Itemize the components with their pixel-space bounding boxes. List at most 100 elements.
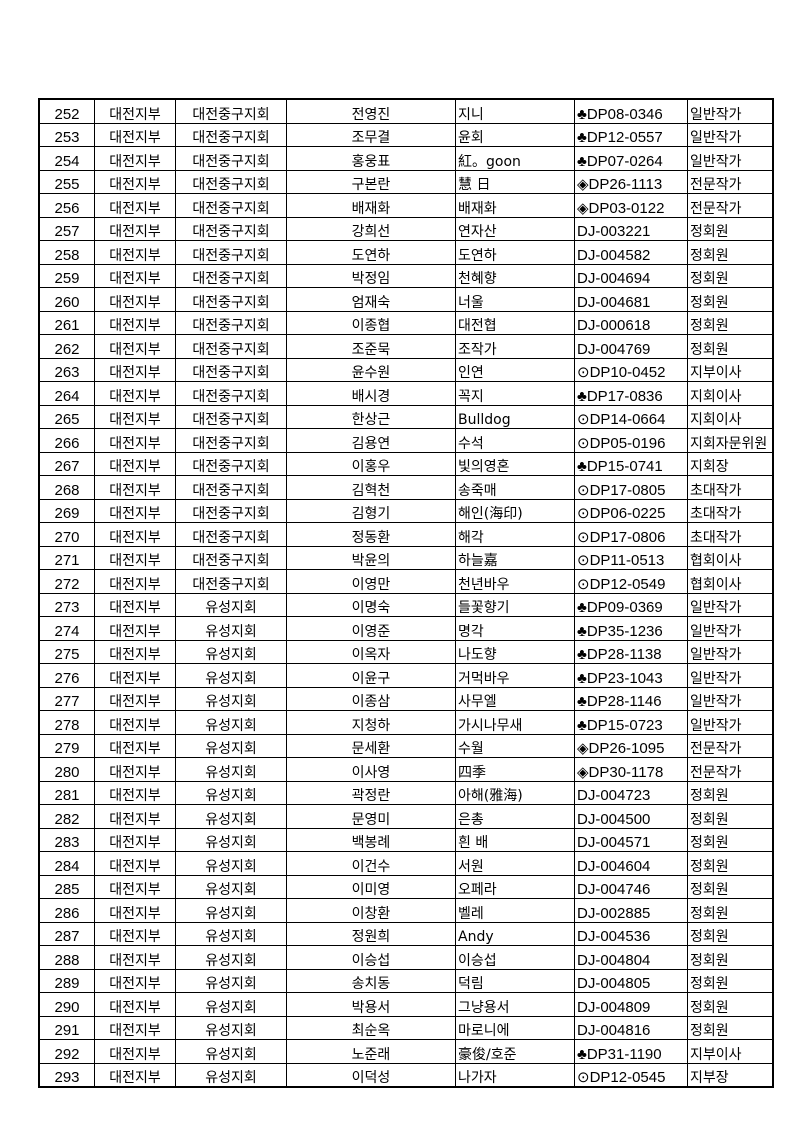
pen-name-cell: 조작가 bbox=[455, 334, 575, 359]
pen-name-cell: 천혜향 bbox=[455, 263, 575, 288]
member-code-cell: ⊙DP05-0196 bbox=[574, 428, 688, 453]
row-number-cell: 273 bbox=[38, 592, 95, 617]
row-number-cell: 289 bbox=[38, 968, 95, 993]
member-name-cell: 이창환 bbox=[286, 898, 456, 923]
row-number-cell: 260 bbox=[38, 287, 95, 312]
pen-name-cell: 연자산 bbox=[455, 216, 575, 241]
member-name-cell: 이승섭 bbox=[286, 945, 456, 970]
rank-cell: 일반작가 bbox=[687, 639, 774, 664]
member-name-cell: 최순옥 bbox=[286, 1015, 456, 1040]
row-number-cell: 268 bbox=[38, 475, 95, 500]
member-code-cell: ♣DP09-0369 bbox=[574, 592, 688, 617]
branch-cell: 대전지부 bbox=[94, 404, 176, 429]
pen-name-cell: 하늘嘉 bbox=[455, 545, 575, 570]
rank-cell: 정회원 bbox=[687, 968, 774, 993]
branch-cell: 대전지부 bbox=[94, 592, 176, 617]
rank-cell: 정회원 bbox=[687, 898, 774, 923]
chapter-cell: 대전중구지회 bbox=[175, 569, 287, 594]
chapter-cell: 유성지회 bbox=[175, 616, 287, 641]
row-number-cell: 262 bbox=[38, 334, 95, 359]
row-number-cell: 255 bbox=[38, 169, 95, 194]
pen-name-cell: 인연 bbox=[455, 357, 575, 382]
rank-cell: 협회이사 bbox=[687, 569, 774, 594]
row-number-cell: 284 bbox=[38, 851, 95, 876]
rank-cell: 일반작가 bbox=[687, 710, 774, 735]
member-name-cell: 노준래 bbox=[286, 1039, 456, 1064]
rank-cell: 정회원 bbox=[687, 287, 774, 312]
branch-cell: 대전지부 bbox=[94, 569, 176, 594]
chapter-cell: 유성지회 bbox=[175, 686, 287, 711]
member-name-cell: 박정임 bbox=[286, 263, 456, 288]
member-name-cell: 도연하 bbox=[286, 240, 456, 265]
member-code-cell: DJ-004769 bbox=[574, 334, 688, 359]
row-number-cell: 285 bbox=[38, 874, 95, 899]
row-number-cell: 282 bbox=[38, 804, 95, 829]
member-name-cell: 홍웅표 bbox=[286, 146, 456, 171]
pen-name-cell: 해인(海印) bbox=[455, 498, 575, 523]
row-number-cell: 253 bbox=[38, 122, 95, 147]
branch-cell: 대전지부 bbox=[94, 639, 176, 664]
branch-cell: 대전지부 bbox=[94, 451, 176, 476]
branch-cell: 대전지부 bbox=[94, 733, 176, 758]
pen-name-cell: 紅。goon bbox=[455, 146, 575, 171]
branch-cell: 대전지부 bbox=[94, 263, 176, 288]
branch-cell: 대전지부 bbox=[94, 616, 176, 641]
branch-cell: 대전지부 bbox=[94, 1062, 176, 1088]
table-row: 259 대전지부 대전중구지회 박정임 천혜향 DJ-004694 정회원 bbox=[38, 263, 774, 288]
table-row: 285 대전지부 유성지회 이미영 오페라 DJ-004746 정회원 bbox=[38, 874, 774, 899]
branch-cell: 대전지부 bbox=[94, 710, 176, 735]
member-name-cell: 이덕성 bbox=[286, 1062, 456, 1088]
chapter-cell: 대전중구지회 bbox=[175, 451, 287, 476]
pen-name-cell: 오페라 bbox=[455, 874, 575, 899]
member-code-cell: DJ-004804 bbox=[574, 945, 688, 970]
pen-name-cell: 도연하 bbox=[455, 240, 575, 265]
member-name-cell: 구본란 bbox=[286, 169, 456, 194]
branch-cell: 대전지부 bbox=[94, 193, 176, 218]
rank-cell: 정회원 bbox=[687, 780, 774, 805]
table-row: 286 대전지부 유성지회 이창환 벨레 DJ-002885 정회원 bbox=[38, 898, 774, 923]
row-number-cell: 281 bbox=[38, 780, 95, 805]
table-row: 267 대전지부 대전중구지회 이홍우 빛의영혼 ♣DP15-0741 지회장 bbox=[38, 451, 774, 476]
pen-name-cell: 송죽매 bbox=[455, 475, 575, 500]
rank-cell: 정회원 bbox=[687, 216, 774, 241]
table-row: 257 대전지부 대전중구지회 강희선 연자산 DJ-003221 정회원 bbox=[38, 216, 774, 241]
table-row: 290 대전지부 유성지회 박용서 그냥용서 DJ-004809 정회원 bbox=[38, 992, 774, 1017]
chapter-cell: 대전중구지회 bbox=[175, 381, 287, 406]
branch-cell: 대전지부 bbox=[94, 122, 176, 147]
row-number-cell: 266 bbox=[38, 428, 95, 453]
row-number-cell: 277 bbox=[38, 686, 95, 711]
branch-cell: 대전지부 bbox=[94, 992, 176, 1017]
member-code-cell: DJ-004681 bbox=[574, 287, 688, 312]
member-name-cell: 백봉례 bbox=[286, 827, 456, 852]
row-number-cell: 254 bbox=[38, 146, 95, 171]
table-row: 292 대전지부 유성지회 노준래 豪俊/호준 ♣DP31-1190 지부이사 bbox=[38, 1039, 774, 1064]
rank-cell: 정회원 bbox=[687, 921, 774, 946]
row-number-cell: 283 bbox=[38, 827, 95, 852]
pen-name-cell: 대전협 bbox=[455, 310, 575, 335]
table-row: 287 대전지부 유성지회 정원희 Andy DJ-004536 정회원 bbox=[38, 921, 774, 946]
branch-cell: 대전지부 bbox=[94, 381, 176, 406]
member-code-cell: DJ-004571 bbox=[574, 827, 688, 852]
chapter-cell: 대전중구지회 bbox=[175, 263, 287, 288]
pen-name-cell: 수월 bbox=[455, 733, 575, 758]
member-name-cell: 이종삼 bbox=[286, 686, 456, 711]
chapter-cell: 대전중구지회 bbox=[175, 522, 287, 547]
member-code-cell: ⊙DP10-0452 bbox=[574, 357, 688, 382]
table-row: 262 대전지부 대전중구지회 조준묵 조작가 DJ-004769 정회원 bbox=[38, 334, 774, 359]
pen-name-cell: 빛의영혼 bbox=[455, 451, 575, 476]
member-name-cell: 강희선 bbox=[286, 216, 456, 241]
table-row: 253 대전지부 대전중구지회 조무결 윤회 ♣DP12-0557 일반작가 bbox=[38, 122, 774, 147]
member-code-cell: ⊙DP12-0545 bbox=[574, 1062, 688, 1088]
chapter-cell: 유성지회 bbox=[175, 968, 287, 993]
pen-name-cell: 너울 bbox=[455, 287, 575, 312]
member-code-cell: DJ-004805 bbox=[574, 968, 688, 993]
table-row: 291 대전지부 유성지회 최순옥 마로니에 DJ-004816 정회원 bbox=[38, 1015, 774, 1040]
chapter-cell: 대전중구지회 bbox=[175, 193, 287, 218]
member-code-cell: DJ-004582 bbox=[574, 240, 688, 265]
chapter-cell: 유성지회 bbox=[175, 921, 287, 946]
pen-name-cell: 나가자 bbox=[455, 1062, 575, 1088]
row-number-cell: 264 bbox=[38, 381, 95, 406]
member-code-cell: ♣DP31-1190 bbox=[574, 1039, 688, 1064]
row-number-cell: 259 bbox=[38, 263, 95, 288]
table-row: 265 대전지부 대전중구지회 한상근 Bulldog ⊙DP14-0664 지회이사 bbox=[38, 404, 774, 429]
